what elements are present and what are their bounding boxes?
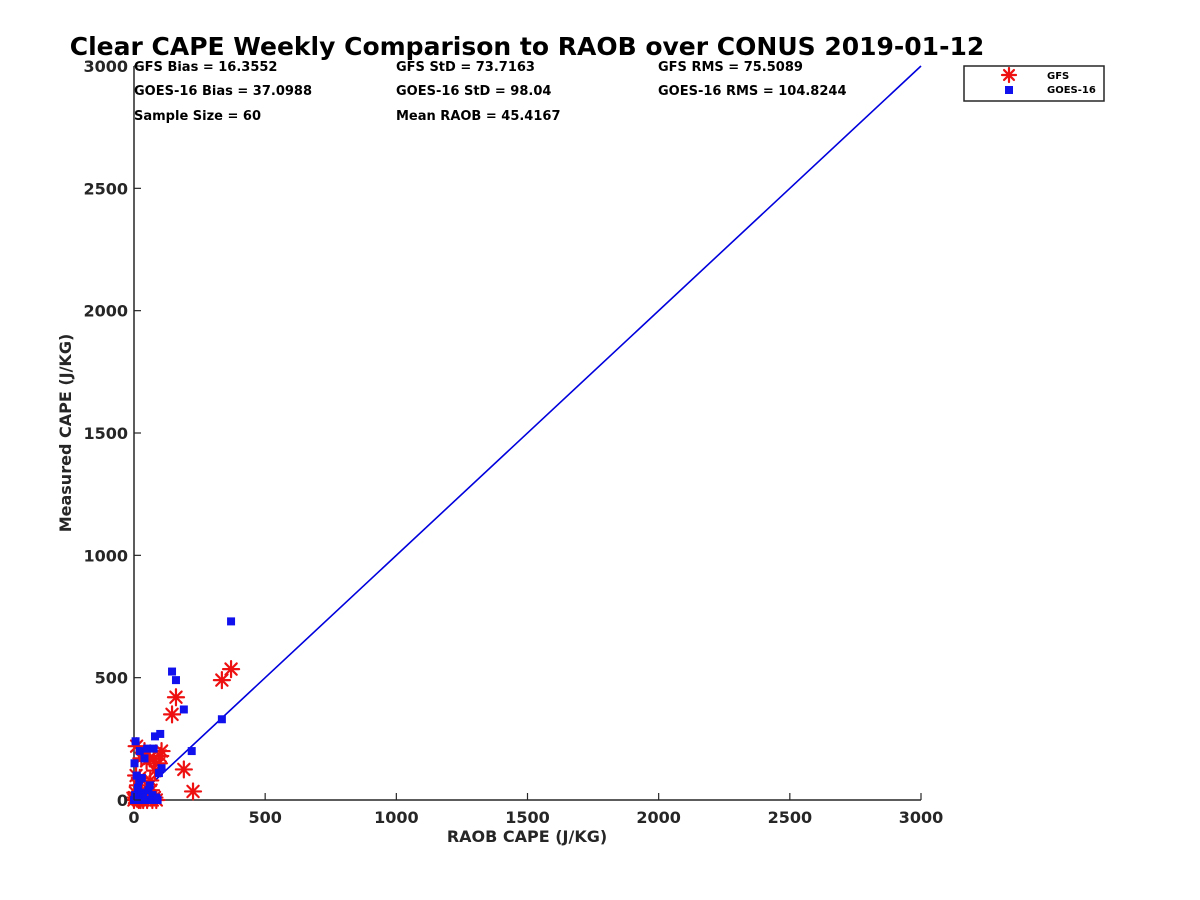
goes16-point — [140, 754, 149, 763]
goes16-point — [217, 715, 226, 724]
x-tick-label: 2500 — [768, 808, 813, 827]
gfs-point — [152, 741, 171, 761]
x-tick-label: 3000 — [899, 808, 944, 827]
stat-sample-size: Sample Size = 60 — [134, 109, 261, 124]
goes16-point — [171, 676, 180, 685]
one-to-one-reference-line — [133, 65, 922, 801]
legend-gfs-label: GFS — [1047, 71, 1069, 82]
x-tick-label: 1500 — [505, 808, 550, 827]
stat-gfs-std: GFS StD = 73.7163 — [396, 60, 535, 75]
stat-gfs-bias: GFS Bias = 16.3552 — [134, 60, 277, 75]
plot-area — [124, 65, 922, 810]
goes16-point — [157, 764, 166, 773]
goes16-point — [145, 781, 154, 790]
stat-gfs-rms: GFS RMS = 75.5089 — [658, 60, 803, 75]
goes16-series — [130, 617, 236, 804]
goes16-point — [133, 783, 142, 792]
stat-goes16-rms: GOES-16 RMS = 104.8244 — [658, 84, 847, 99]
goes16-point — [154, 769, 163, 778]
goes16-point — [135, 747, 144, 756]
goes16-point — [168, 667, 177, 676]
y-tick-label: 1500 — [83, 424, 128, 443]
x-axis-ticks: 0 500 1000 1500 2000 2500 3000 — [128, 793, 943, 827]
goes16-point — [149, 744, 158, 753]
y-tick-label: 0 — [117, 791, 128, 810]
gfs-point — [162, 705, 182, 724]
goes16-point — [141, 796, 150, 804]
chart-title: Clear CAPE Weekly Comparison to RAOB ove… — [70, 32, 985, 61]
legend-box — [963, 65, 1105, 102]
legend-gfs-marker — [1000, 66, 1018, 84]
goes16-point — [179, 705, 188, 714]
gfs-series — [124, 660, 241, 810]
legend-goes16-label: GOES-16 — [1047, 85, 1096, 96]
goes16-point — [227, 617, 236, 626]
goes16-point — [153, 796, 162, 804]
gfs-point — [174, 760, 193, 779]
goes16-point — [132, 771, 141, 780]
goes16-point — [143, 744, 152, 753]
gfs-point — [166, 688, 186, 707]
goes16-point — [144, 786, 153, 795]
legend-goes16-marker — [1005, 86, 1013, 94]
x-tick-label: 500 — [248, 808, 281, 827]
legend-gfs-asterisk — [1000, 66, 1018, 84]
stats-block: GFS Bias = 16.3552 GFS StD = 73.7163 GFS… — [134, 60, 847, 124]
goes16-point — [150, 732, 159, 741]
stat-mean-raob: Mean RAOB = 45.4167 — [396, 109, 561, 124]
y-tick-label: 3000 — [83, 57, 128, 76]
y-axis-label: Measured CAPE (J/KG) — [56, 334, 75, 533]
gfs-point — [183, 782, 203, 801]
gfs-point — [221, 660, 241, 679]
goes16-point — [147, 796, 156, 804]
gfs-point — [212, 671, 231, 690]
goes16-point — [137, 788, 146, 797]
y-tick-label: 500 — [95, 669, 128, 688]
legend: GFS GOES-16 — [963, 65, 1105, 102]
x-tick-label: 2000 — [636, 808, 681, 827]
y-tick-label: 2500 — [83, 179, 128, 198]
y-tick-label: 1000 — [83, 546, 128, 565]
stat-goes16-bias: GOES-16 Bias = 37.0988 — [134, 84, 312, 99]
goes16-point — [187, 747, 196, 756]
x-axis-label: RAOB CAPE (J/KG) — [447, 827, 607, 846]
goes16-point — [131, 737, 140, 746]
x-tick-label: 1000 — [374, 808, 419, 827]
stat-goes16-std: GOES-16 StD = 98.04 — [396, 84, 551, 99]
x-tick-label: 0 — [128, 808, 139, 827]
goes16-point — [130, 759, 139, 768]
goes16-point — [156, 729, 165, 738]
y-axis-ticks: 0 500 1000 1500 2000 2500 3000 — [83, 57, 141, 810]
y-tick-label: 2000 — [83, 302, 128, 321]
goes16-point — [137, 773, 146, 782]
